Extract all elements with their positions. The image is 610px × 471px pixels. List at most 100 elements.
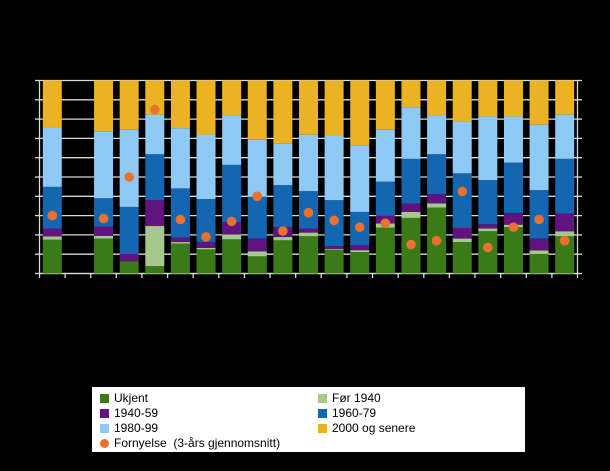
renewal-dot (559, 235, 570, 246)
renewal-dot (47, 210, 58, 221)
bar-segment (119, 80, 139, 130)
bar-segment (350, 80, 370, 146)
bar-segment (170, 243, 190, 274)
bar-segment (299, 134, 318, 192)
legend-item: 1960-79 (318, 406, 525, 421)
bar-segment (375, 129, 395, 182)
bar-segment (529, 190, 549, 239)
bar-segment (94, 226, 114, 236)
bar-segment (503, 116, 523, 163)
bar-segment (42, 80, 62, 128)
bar-segment (401, 211, 421, 218)
renewal-dot (124, 172, 134, 182)
bar-segment (503, 162, 523, 213)
bar-segment (170, 128, 190, 189)
bar-segment (350, 245, 370, 251)
bar-segment (478, 80, 498, 117)
bar-segment (324, 246, 344, 249)
bar-segment (196, 249, 216, 274)
bar-segment (247, 251, 267, 257)
bar-segment (145, 80, 165, 115)
legend-label: 1980-99 (114, 421, 159, 435)
legend-label: 1960-79 (332, 406, 377, 420)
bar-segment (170, 80, 190, 129)
bar-segment (452, 238, 472, 243)
legend-label: 2000 og senere (332, 421, 416, 435)
bar-segment (555, 158, 575, 214)
renewal-dot (252, 191, 263, 202)
bar-segment (299, 228, 318, 233)
bar-segment (452, 80, 472, 122)
bar-segment (247, 196, 267, 239)
bar-segment (529, 80, 549, 125)
bar-segment (375, 181, 395, 216)
bar-segment (401, 158, 421, 204)
bar-segment (324, 248, 344, 250)
legend-label: Fornyelse (3-års gjennomsnitt) (114, 436, 281, 450)
bar-segment (273, 80, 293, 144)
bar-segment (529, 250, 549, 254)
bar-segment (94, 198, 114, 227)
bar-segment (529, 238, 549, 251)
bar-segment (478, 180, 498, 225)
bar-segment (94, 235, 114, 239)
legend-item: 1980-99 (100, 421, 318, 436)
bar-segment (196, 247, 216, 250)
chart-legend: Ukjent Før 1940 1940-59 1960-79 1980-99 2000 … (92, 387, 525, 452)
bar-segment (222, 164, 242, 222)
bar-segment (452, 173, 472, 228)
bar-segment (145, 114, 165, 155)
bar-segment (145, 154, 165, 201)
bar-segment (529, 253, 549, 274)
bar-segment (222, 80, 242, 116)
bar-segment (196, 80, 216, 135)
bar-segment (452, 121, 472, 174)
bar-segment (145, 266, 165, 274)
bar-segment (478, 228, 498, 232)
bar-segment (145, 200, 165, 227)
bar-segment (94, 238, 114, 274)
bar-segment (427, 115, 447, 155)
bar-segment (42, 236, 62, 240)
bar-segment (555, 213, 575, 232)
bar-segment (478, 116, 498, 181)
legend-item: Fornyelse (3-års gjennomsnitt) (100, 436, 318, 451)
bar-segment (427, 203, 447, 208)
legend-square-swatch-icon (100, 409, 109, 418)
renewal-dot (175, 214, 186, 225)
bar-segment (478, 224, 498, 229)
bar-segment (324, 135, 344, 201)
stacked-bar-chart (35, 79, 582, 278)
bar-segment (555, 80, 575, 115)
bar-series (42, 80, 575, 274)
bar-segment (452, 242, 472, 274)
legend-item: Før 1940 (318, 391, 525, 406)
legend-item: 1940-59 (100, 406, 318, 421)
bar-segment (119, 261, 139, 274)
bar-segment (170, 188, 190, 238)
bar-segment (119, 253, 139, 262)
legend-square-swatch-icon (318, 409, 327, 418)
renewal-dot (226, 216, 237, 227)
bar-segment (299, 236, 318, 274)
bar-segment (222, 234, 242, 240)
bar-segment (503, 226, 523, 274)
bar-segment (324, 249, 344, 274)
bar-segment (555, 236, 575, 274)
bar-segment (401, 203, 421, 212)
bar-segment (222, 115, 242, 165)
legend-square-swatch-icon (318, 424, 327, 433)
bar-segment (42, 127, 62, 187)
bar-segment (196, 242, 216, 248)
bar-segment (145, 226, 165, 267)
bar-segment (350, 145, 370, 212)
bar-segment (119, 129, 139, 207)
renewal-dot (201, 232, 211, 242)
renewal-dot (278, 226, 288, 236)
renewal-dot (483, 242, 493, 253)
bar-segment (529, 124, 549, 191)
renewal-dot (149, 104, 160, 115)
bar-segment (196, 199, 216, 243)
bar-segment (503, 80, 523, 117)
